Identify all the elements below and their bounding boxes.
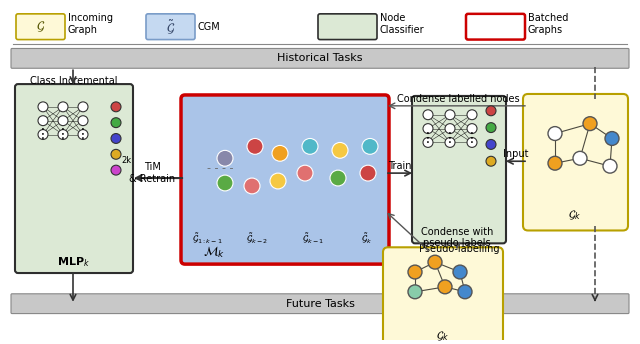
Circle shape — [244, 178, 260, 194]
Circle shape — [428, 255, 442, 269]
Text: Train: Train — [388, 161, 412, 171]
Text: TiM
& Retrain: TiM & Retrain — [129, 162, 175, 184]
Circle shape — [360, 165, 376, 181]
FancyBboxPatch shape — [146, 14, 195, 40]
Circle shape — [408, 285, 422, 299]
Circle shape — [78, 130, 88, 139]
Circle shape — [362, 139, 378, 154]
Circle shape — [486, 106, 496, 116]
Circle shape — [78, 116, 88, 126]
Text: Class Incremental: Class Incremental — [30, 76, 118, 86]
Circle shape — [408, 265, 422, 279]
Text: Historical Tasks: Historical Tasks — [277, 53, 363, 63]
Text: Input: Input — [503, 149, 529, 159]
Circle shape — [486, 139, 496, 149]
FancyBboxPatch shape — [523, 94, 628, 230]
FancyBboxPatch shape — [16, 14, 65, 40]
Text: $\tilde{\mathcal{G}}_{1:k-1}$: $\tilde{\mathcal{G}}_{1:k-1}$ — [191, 232, 222, 245]
Circle shape — [458, 285, 472, 299]
Text: ⋮: ⋮ — [421, 131, 435, 146]
Circle shape — [330, 170, 346, 186]
Text: ⋮: ⋮ — [465, 131, 479, 146]
Circle shape — [423, 110, 433, 120]
Text: Condense with
pseudo labels: Condense with pseudo labels — [421, 227, 493, 248]
Text: $\tilde{\mathcal{G}}_{k-2}$: $\tilde{\mathcal{G}}_{k-2}$ — [246, 232, 268, 245]
Text: $\mathcal{G}_k$: $\mathcal{G}_k$ — [436, 330, 450, 343]
Circle shape — [217, 150, 233, 166]
Circle shape — [467, 123, 477, 133]
FancyBboxPatch shape — [15, 84, 133, 273]
Circle shape — [111, 149, 121, 159]
Circle shape — [445, 138, 455, 147]
Circle shape — [272, 146, 288, 161]
Circle shape — [111, 165, 121, 175]
Text: $\mathcal{G}$: $\mathcal{G}$ — [36, 19, 45, 34]
Circle shape — [467, 110, 477, 120]
Text: Condense labelled nodes: Condense labelled nodes — [397, 94, 519, 104]
Circle shape — [467, 138, 477, 147]
Circle shape — [423, 123, 433, 133]
Text: Batched
Graphs: Batched Graphs — [528, 13, 568, 34]
Text: CGM: CGM — [198, 22, 221, 32]
FancyBboxPatch shape — [11, 294, 629, 314]
Circle shape — [605, 131, 619, 146]
Circle shape — [38, 102, 48, 112]
Text: ⋮: ⋮ — [56, 127, 70, 141]
FancyBboxPatch shape — [383, 247, 503, 344]
Text: MLP$_k$: MLP$_k$ — [58, 255, 91, 269]
Circle shape — [78, 102, 88, 112]
Circle shape — [423, 138, 433, 147]
Circle shape — [445, 110, 455, 120]
Circle shape — [58, 102, 68, 112]
Circle shape — [573, 151, 587, 165]
FancyBboxPatch shape — [181, 95, 389, 264]
Circle shape — [302, 139, 318, 154]
Text: $\tilde{\mathcal{G}}_{k-1}$: $\tilde{\mathcal{G}}_{k-1}$ — [302, 232, 324, 245]
Text: $\mathcal{M}_k$: $\mathcal{M}_k$ — [203, 245, 225, 260]
Text: ⋮: ⋮ — [36, 127, 50, 141]
Circle shape — [217, 175, 233, 191]
Text: 2k: 2k — [121, 156, 131, 165]
Circle shape — [58, 130, 68, 139]
FancyBboxPatch shape — [412, 96, 506, 243]
Circle shape — [445, 123, 455, 133]
Circle shape — [603, 159, 617, 173]
Text: - - - -: - - - - — [207, 163, 234, 173]
Circle shape — [58, 116, 68, 126]
Circle shape — [111, 102, 121, 112]
Circle shape — [548, 156, 562, 170]
FancyBboxPatch shape — [11, 49, 629, 68]
Text: Future Tasks: Future Tasks — [285, 299, 355, 309]
Circle shape — [297, 165, 313, 181]
Circle shape — [38, 130, 48, 139]
Circle shape — [453, 265, 467, 279]
Circle shape — [548, 127, 562, 140]
Text: $\tilde{\mathcal{G}}_k$: $\tilde{\mathcal{G}}_k$ — [362, 232, 372, 245]
FancyBboxPatch shape — [466, 14, 525, 40]
Circle shape — [111, 133, 121, 143]
FancyBboxPatch shape — [318, 14, 377, 40]
Text: ⋮: ⋮ — [76, 127, 90, 141]
Circle shape — [38, 116, 48, 126]
Circle shape — [247, 139, 263, 154]
Text: $\mathcal{G}_k$: $\mathcal{G}_k$ — [568, 209, 582, 223]
Circle shape — [583, 117, 597, 131]
Text: Node
Classifier: Node Classifier — [380, 13, 424, 34]
Circle shape — [486, 156, 496, 166]
Text: Incoming
Graph: Incoming Graph — [68, 13, 113, 34]
Circle shape — [111, 118, 121, 128]
Text: Pseudo-labelling: Pseudo-labelling — [419, 244, 499, 254]
Circle shape — [486, 123, 496, 132]
Circle shape — [332, 142, 348, 158]
Circle shape — [438, 280, 452, 294]
Text: $\tilde{\mathcal{G}}$: $\tilde{\mathcal{G}}$ — [166, 18, 175, 36]
Text: ⋮: ⋮ — [443, 131, 457, 146]
Circle shape — [270, 173, 286, 189]
